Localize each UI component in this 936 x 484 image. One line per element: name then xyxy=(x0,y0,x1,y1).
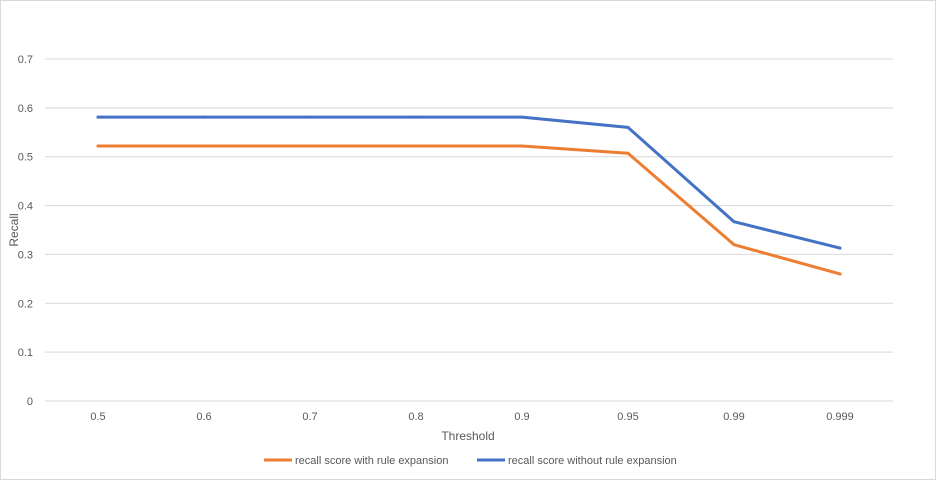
series-1-point xyxy=(202,144,206,148)
x-tick-label: 0.95 xyxy=(617,411,638,423)
series-2-point xyxy=(202,115,206,119)
y-tick-label: 0.6 xyxy=(18,103,33,115)
series-1-point xyxy=(838,272,842,276)
series-2-point xyxy=(520,115,524,119)
y-tick-label: 0.4 xyxy=(18,201,33,213)
y-tick-label: 0.1 xyxy=(18,347,33,359)
series-2-point xyxy=(414,115,418,119)
series-2-point xyxy=(626,125,630,129)
series-1-point xyxy=(520,144,524,148)
series-2-point xyxy=(308,115,312,119)
series-2-point xyxy=(732,220,736,224)
series-1-point xyxy=(414,144,418,148)
x-tick-label: 0.6 xyxy=(196,411,211,423)
x-tick-label: 0.99 xyxy=(723,411,744,423)
x-axis-ticks: 0.5 0.6 0.7 0.8 0.9 0.95 0.99 0.999 xyxy=(90,411,853,423)
y-axis-title: Recall xyxy=(7,213,21,246)
y-tick-label: 0.5 xyxy=(18,152,33,164)
legend-label-series-1: recall score with rule expansion xyxy=(295,455,448,467)
x-tick-label: 0.5 xyxy=(90,411,105,423)
series-1-point xyxy=(308,144,312,148)
series-2-point xyxy=(96,115,100,119)
y-tick-label: 0.2 xyxy=(18,298,33,310)
series-1-point xyxy=(626,151,630,155)
series-1-point xyxy=(732,243,736,247)
y-tick-label: 0.3 xyxy=(18,249,33,261)
x-axis-title: Threshold xyxy=(441,429,494,443)
series-2-point xyxy=(838,246,842,250)
series-lines xyxy=(96,115,842,276)
gridlines xyxy=(45,58,893,402)
y-tick-label: 0 xyxy=(27,396,33,408)
series-line-1 xyxy=(96,144,842,276)
x-tick-label: 0.7 xyxy=(302,411,317,423)
y-axis-ticks: 0 0.1 0.2 0.3 0.4 0.5 0.6 0.7 xyxy=(18,54,33,408)
legend-label-series-2: recall score without rule expansion xyxy=(508,455,677,467)
series-line-2 xyxy=(96,115,842,250)
y-tick-label: 0.7 xyxy=(18,54,33,66)
x-tick-label: 0.9 xyxy=(514,411,529,423)
x-tick-label: 0.8 xyxy=(408,411,423,423)
series-1-point xyxy=(96,144,100,148)
x-tick-label: 0.999 xyxy=(826,411,854,423)
legend: recall score with rule expansion recall … xyxy=(264,455,677,467)
